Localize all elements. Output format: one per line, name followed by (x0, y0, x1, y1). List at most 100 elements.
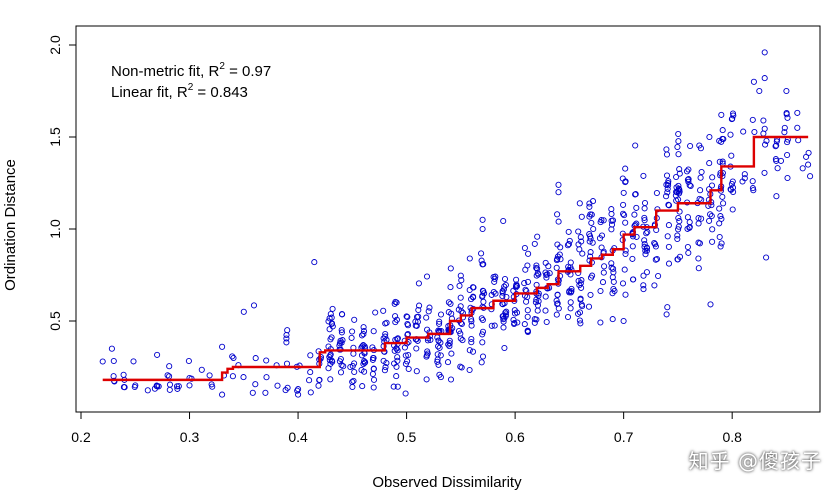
data-point (360, 360, 367, 368)
data-point (709, 238, 716, 245)
data-point (596, 235, 604, 242)
data-point (447, 300, 454, 307)
data-point (424, 326, 431, 333)
data-point (805, 161, 812, 168)
data-point (348, 334, 355, 341)
data-point (416, 302, 423, 309)
data-point (446, 340, 453, 347)
data-point (622, 291, 629, 298)
data-point (608, 221, 616, 228)
data-point (698, 196, 705, 203)
data-point (663, 151, 671, 158)
data-point (576, 317, 583, 324)
data-point (675, 185, 682, 192)
data-point (478, 359, 485, 366)
data-point (590, 225, 597, 233)
x-tick-label: 0.7 (614, 429, 634, 445)
data-point (412, 322, 419, 329)
data-point (328, 320, 335, 327)
data-point (665, 243, 672, 250)
data-point (151, 385, 158, 392)
data-point (436, 371, 443, 378)
data-point (362, 359, 369, 366)
data-point (586, 200, 593, 207)
data-point (781, 124, 788, 131)
data-point (209, 383, 216, 390)
data-point (587, 291, 594, 298)
data-point (640, 282, 647, 289)
data-point (600, 217, 607, 224)
data-point (294, 387, 301, 394)
data-point (413, 368, 420, 375)
data-point (576, 309, 584, 316)
x-tick-label: 0.5 (397, 429, 417, 445)
data-point (641, 237, 648, 244)
data-point (729, 178, 736, 185)
data-point (466, 366, 473, 374)
data-point (674, 256, 681, 263)
data-point (219, 343, 226, 350)
data-point (620, 210, 627, 217)
data-point (358, 352, 366, 359)
data-point (534, 233, 541, 240)
data-point (499, 289, 506, 296)
data-point (307, 352, 314, 359)
data-point (436, 320, 443, 327)
data-point (665, 201, 672, 208)
data-point (695, 239, 702, 246)
data-point (394, 383, 401, 390)
data-point (381, 367, 388, 374)
data-point (586, 231, 593, 238)
data-point (338, 329, 345, 336)
data-point (448, 350, 455, 357)
data-point (652, 256, 659, 263)
data-point (709, 226, 716, 233)
data-point (360, 328, 368, 335)
data-point (229, 373, 236, 380)
data-point (565, 263, 572, 270)
data-point (250, 302, 258, 309)
data-point (478, 315, 485, 322)
data-point (707, 211, 714, 218)
data-point (144, 387, 151, 394)
data-point (794, 124, 801, 131)
data-point (784, 114, 791, 121)
data-point (478, 257, 485, 264)
data-point (675, 214, 682, 222)
data-point (478, 250, 485, 257)
data-point (466, 286, 473, 294)
data-point (370, 365, 377, 372)
data-point (708, 212, 715, 220)
data-point (543, 274, 550, 281)
data-point (663, 172, 671, 179)
legend: Non-metric fit, R2 = 0.97 Linear fit, R2… (111, 61, 271, 101)
data-point (263, 357, 270, 364)
data-point (413, 345, 420, 352)
data-point (749, 116, 756, 123)
data-point (749, 185, 756, 192)
data-point (706, 133, 713, 141)
data-point (447, 284, 454, 291)
data-point (729, 206, 736, 213)
data-point (575, 228, 582, 235)
data-point (565, 228, 572, 235)
data-point (708, 182, 716, 189)
data-point (502, 309, 509, 316)
data-point (415, 306, 422, 314)
data-point (763, 254, 770, 261)
data-point (741, 175, 748, 182)
data-point (479, 316, 486, 324)
data-point (773, 193, 780, 200)
data-point (510, 316, 517, 323)
data-point (601, 263, 608, 270)
data-point (492, 290, 499, 297)
data-point (586, 203, 593, 210)
data-point (567, 299, 574, 306)
data-point (393, 363, 400, 370)
data-point (327, 360, 334, 367)
data-point (457, 272, 464, 279)
data-point (340, 363, 347, 370)
data-point (359, 383, 366, 390)
data-point (665, 180, 672, 187)
data-point (640, 272, 647, 279)
